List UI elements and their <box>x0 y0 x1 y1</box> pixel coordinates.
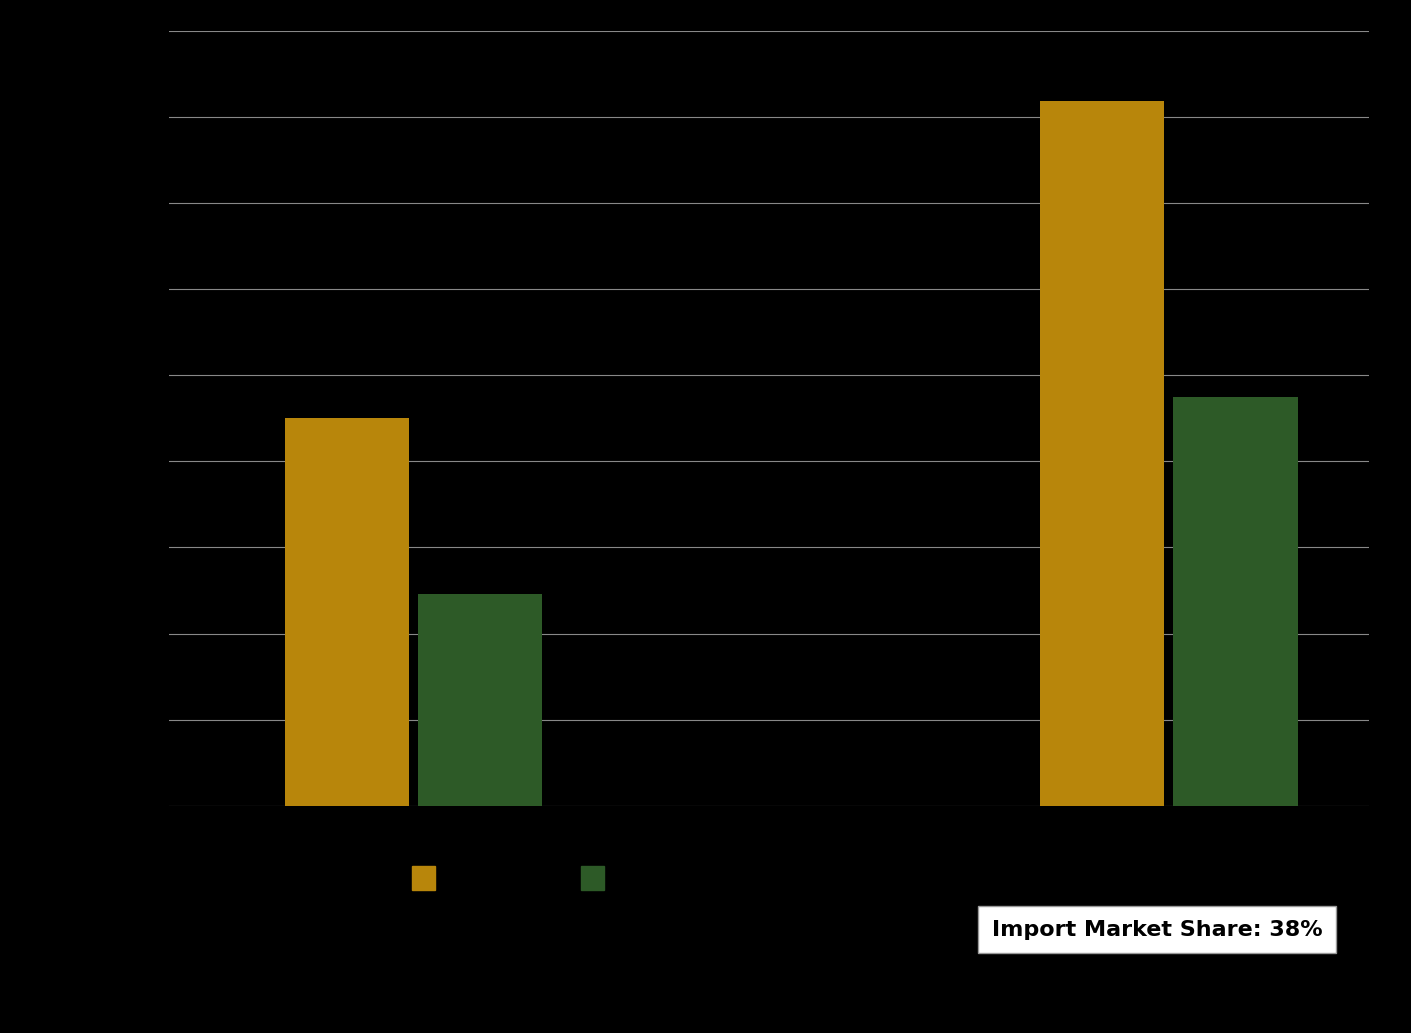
Bar <box>418 594 542 806</box>
Bar <box>285 418 409 806</box>
Text: Import Market Share: 38%: Import Market Share: 38% <box>992 919 1322 940</box>
Bar <box>1040 101 1164 806</box>
Bar <box>1173 398 1298 806</box>
